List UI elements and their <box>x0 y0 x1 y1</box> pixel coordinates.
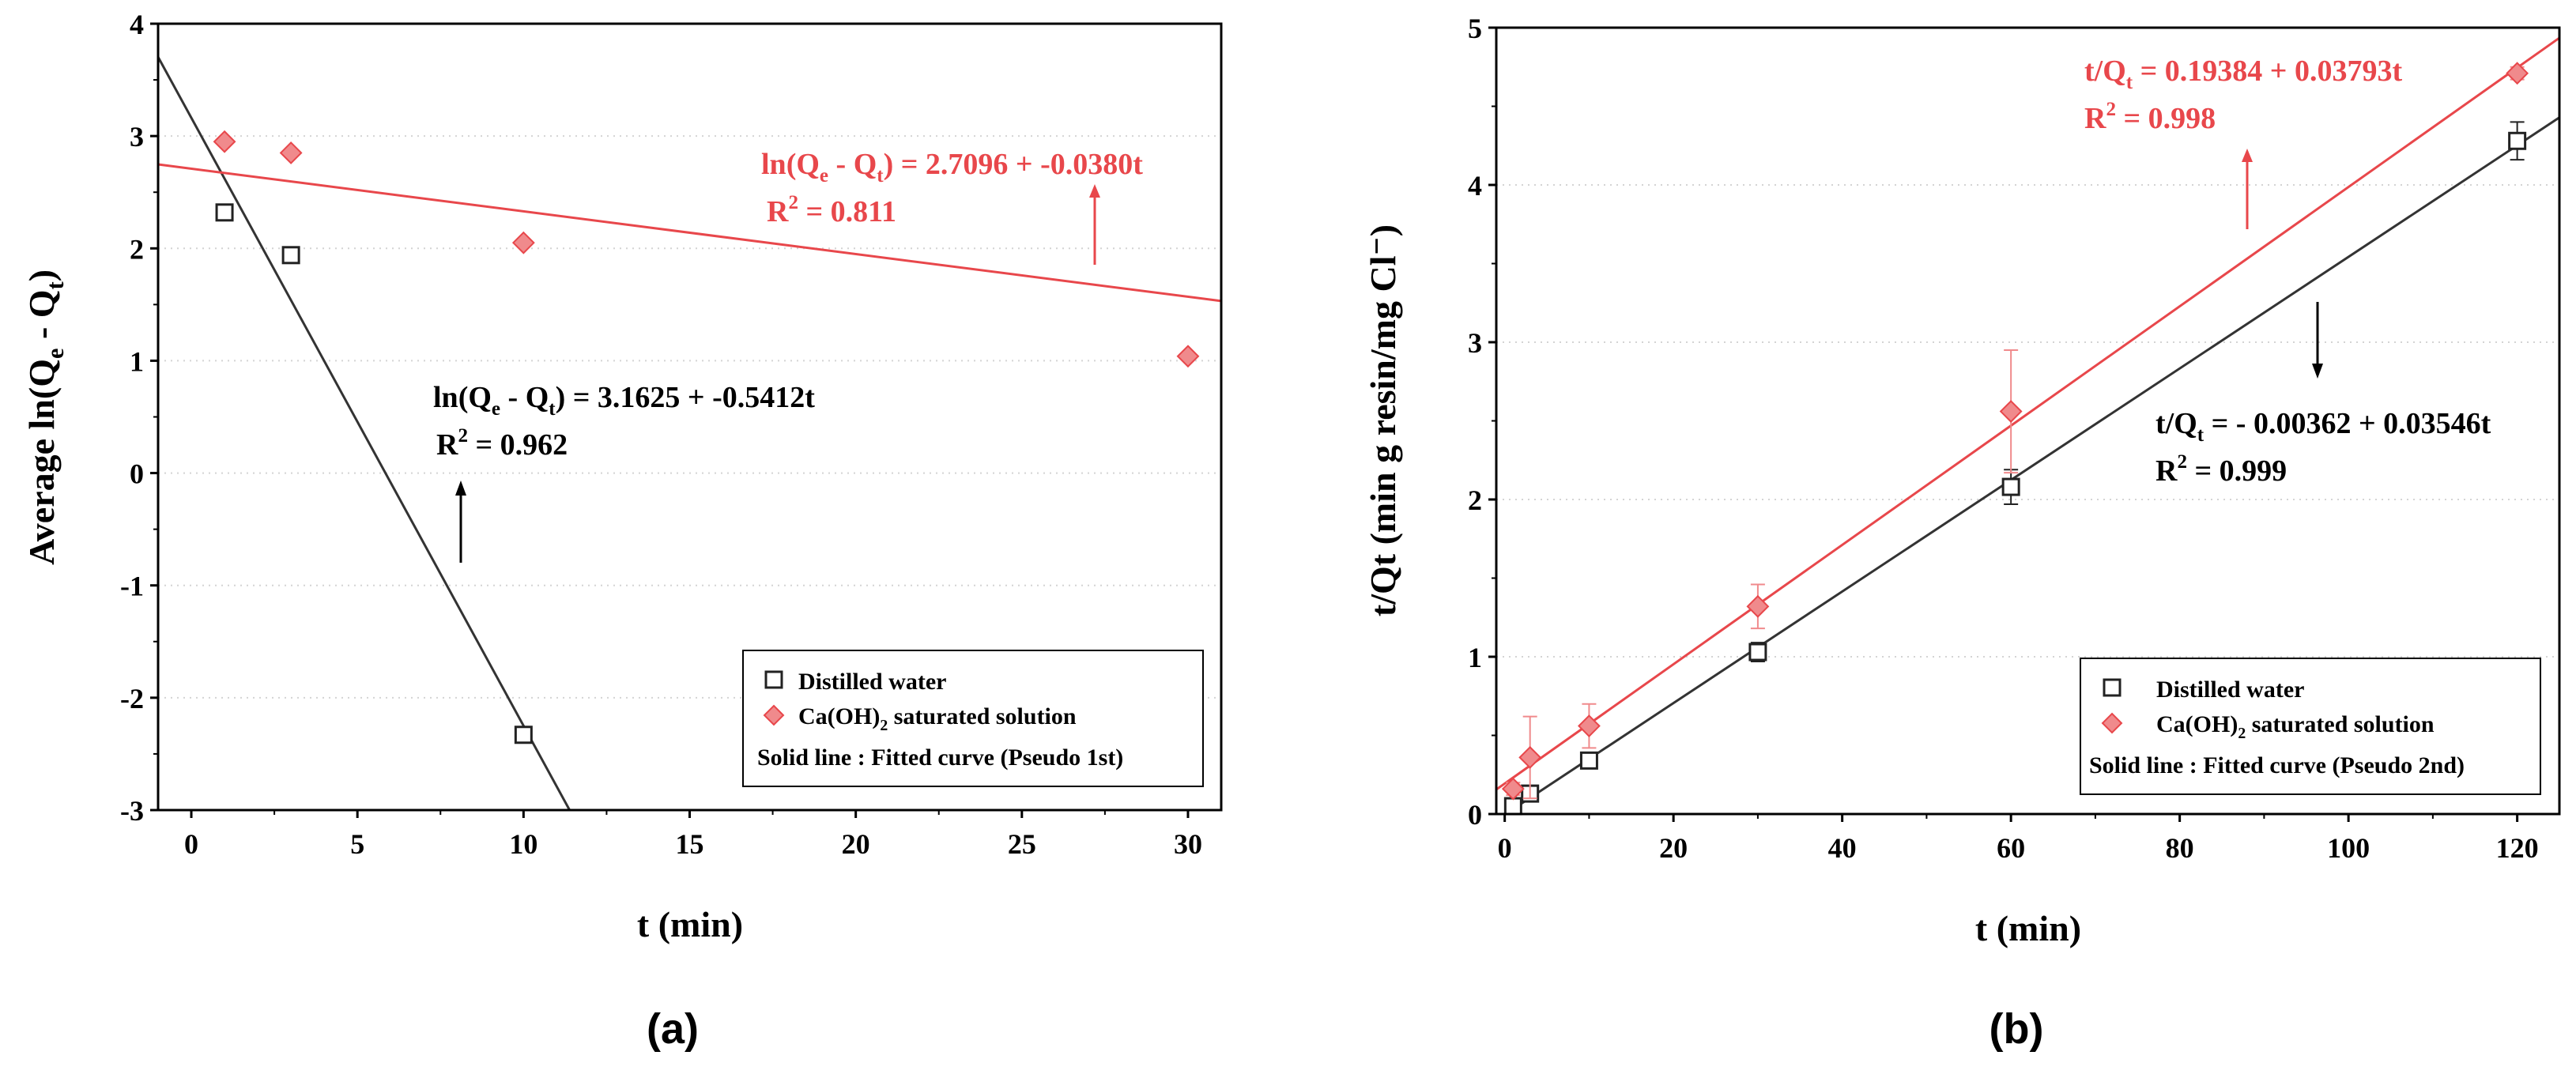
y-tick-label: 4 <box>130 9 144 40</box>
y-tick-label: 0 <box>1468 799 1482 831</box>
x-axis-label-a: t (min) <box>637 904 743 944</box>
y-tick-label: -2 <box>120 683 144 714</box>
x-tick-label: 15 <box>676 828 704 860</box>
data-point-caoh <box>2506 62 2529 85</box>
legend-marker-square-a <box>764 670 783 689</box>
y-tick-label: 3 <box>1468 327 1482 359</box>
arrowhead-red-a <box>1089 184 1100 198</box>
equation-black-a: ln(Qe - Qt) = 3.1625 + -0.5412t <box>433 381 815 420</box>
legend-box-a <box>742 650 1204 787</box>
grid-lines-a <box>158 135 1221 699</box>
equation-red-b: t/Qt = 0.19384 + 0.03793t <box>2084 55 2402 93</box>
x-tick-label: 0 <box>1498 832 1512 864</box>
y-axis-label-a: Average ln(Qe - Qt) <box>21 270 69 565</box>
x-tick-label: 80 <box>2166 832 2194 864</box>
x-ticks-a: 0 5 10 15 20 25 30 <box>184 810 1202 860</box>
y-tick-label: 1 <box>130 345 144 377</box>
arrowhead-black-a <box>455 481 466 496</box>
fit-line-caoh <box>157 163 1222 303</box>
data-point-distilled <box>1748 643 1767 662</box>
x-tick-label: 60 <box>1997 832 2025 864</box>
r2-black-a: R2 = 0.962 <box>436 425 568 462</box>
equation-black-b: t/Qt = - 0.00362 + 0.03546t <box>2155 407 2491 446</box>
fit-lines-b <box>1495 36 2560 816</box>
x-tick-label: 0 <box>184 828 198 860</box>
y-tick-label: -1 <box>120 571 144 602</box>
panel-label-a: (a) <box>647 1005 699 1053</box>
r2-black-b: R2 = 0.999 <box>2155 451 2287 488</box>
r2-red-a: R2 = 0.811 <box>767 192 896 228</box>
legend-entry-caoh-a: Ca(OH)2 saturated solution <box>798 703 1077 734</box>
y-ticks-a: -3 -2 -1 0 1 2 3 4 <box>120 9 158 827</box>
data-point-distilled <box>215 203 234 222</box>
chart-panel-b: 0 20 40 60 80 100 120 0 1 2 3 4 5 t/Qt = 0.19384 + … <box>1363 13 2561 1053</box>
data-points-a <box>213 130 1200 744</box>
legend-note-b: Solid line : Fitted curve (Pseudo 2nd) <box>2089 752 2465 778</box>
data-points-b <box>1501 62 2529 816</box>
legend-entry-caoh-b: Ca(OH)2 saturated solution <box>2156 711 2435 742</box>
x-tick-label: 100 <box>2327 832 2370 864</box>
data-point-caoh <box>1578 714 1601 737</box>
fit-line-distilled <box>157 56 571 811</box>
grid-lines-b <box>1496 184 2559 658</box>
x-tick-label: 40 <box>1828 832 1857 864</box>
x-tick-label: 25 <box>1008 828 1036 860</box>
equation-red-a: ln(Qe - Qt) = 2.7096 + -0.0380t <box>761 148 1143 187</box>
x-tick-label: 10 <box>509 828 537 860</box>
y-tick-label: 1 <box>1468 642 1482 673</box>
y-tick-label: 3 <box>130 121 144 153</box>
data-point-caoh <box>213 130 236 153</box>
chart-panel-a: 0 5 10 15 20 25 30 -3 -2 -1 0 1 2 3 4 ln(Qe - Qt) = 2… <box>21 9 1223 1053</box>
fit-line-caoh <box>1495 36 2560 791</box>
legend-box-b <box>2080 658 2541 795</box>
legend-marker-diamond-a <box>763 704 785 726</box>
fit-lines-a <box>157 56 1222 811</box>
y-tick-label: 5 <box>1468 13 1482 44</box>
data-point-caoh <box>1746 594 1770 618</box>
arrowhead-black-b <box>2312 364 2323 379</box>
y-tick-label: 4 <box>1468 170 1482 202</box>
x-ticks-b: 0 20 40 60 80 100 120 <box>1498 814 2539 864</box>
y-axis-label-b: t/Qt (min g resin/mg Cl⁻) <box>1363 224 1403 616</box>
x-tick-label: 120 <box>2496 832 2539 864</box>
y-tick-label: 0 <box>130 458 144 490</box>
data-point-distilled <box>514 726 533 744</box>
x-tick-label: 5 <box>350 828 364 860</box>
r2-red-b: R2 = 0.998 <box>2084 99 2216 135</box>
data-point-caoh <box>1176 345 1200 368</box>
panel-label-b: (b) <box>1990 1005 2044 1053</box>
data-point-distilled <box>2508 131 2527 150</box>
data-point-distilled <box>2001 477 2020 496</box>
x-axis-label-b: t (min) <box>1975 908 2081 948</box>
data-point-caoh <box>1999 400 2023 423</box>
y-tick-label: 2 <box>1468 484 1482 516</box>
y-tick-label: -3 <box>120 795 144 827</box>
data-point-caoh <box>511 231 535 254</box>
data-point-caoh <box>279 141 303 164</box>
data-point-caoh <box>1518 745 1542 769</box>
data-point-caoh <box>1501 777 1525 801</box>
y-ticks-b: 0 1 2 3 4 5 <box>1468 13 1496 831</box>
data-point-distilled <box>281 246 300 265</box>
legend-note-a: Solid line : Fitted curve (Pseudo 1st) <box>757 744 1123 771</box>
legend-entry-distilled-a: Distilled water <box>798 669 946 695</box>
fit-line-distilled <box>1504 116 2560 816</box>
data-point-distilled <box>1503 797 1522 816</box>
x-tick-label: 20 <box>842 828 870 860</box>
x-tick-label: 20 <box>1659 832 1688 864</box>
legend-entry-distilled-b: Distilled water <box>2156 677 2304 703</box>
legend-marker-diamond-b <box>2101 712 2123 734</box>
y-tick-label: 2 <box>130 233 144 265</box>
data-point-distilled <box>1579 751 1598 770</box>
arrowhead-red-b <box>2242 149 2253 162</box>
legend-marker-square-b <box>2103 678 2122 697</box>
x-tick-label: 30 <box>1174 828 1202 860</box>
